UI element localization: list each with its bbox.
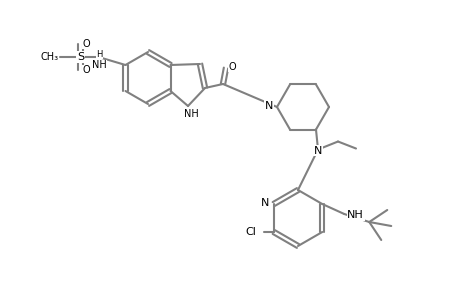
Text: O: O [83,65,90,75]
Text: H: H [96,50,102,58]
Text: NH: NH [92,61,106,71]
Text: CH₃: CH₃ [40,52,58,62]
Text: N: N [313,146,321,155]
Text: NH: NH [183,109,198,119]
Text: O: O [228,62,235,72]
Text: NH: NH [92,60,106,70]
Text: N: N [264,101,272,111]
Text: O: O [83,39,90,49]
Text: N: N [260,198,268,208]
Text: S: S [77,52,84,62]
Text: NH: NH [347,210,363,220]
Text: Cl: Cl [244,227,255,237]
